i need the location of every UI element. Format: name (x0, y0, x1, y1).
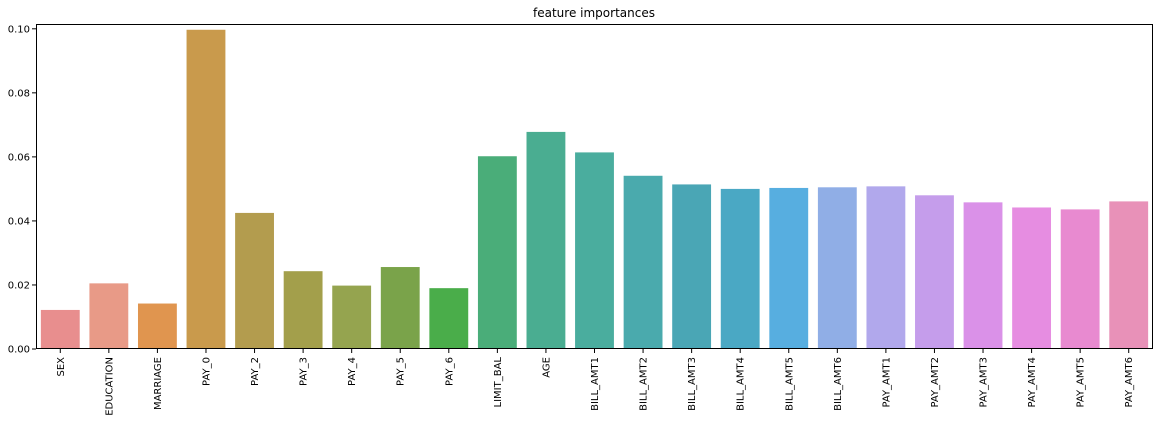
chart-title: feature importances (533, 6, 655, 20)
x-tick-label: AGE (541, 357, 552, 378)
bar-pay-6 (429, 288, 469, 349)
bar-bill-amt6 (817, 187, 857, 349)
bar-pay-amt6 (1109, 201, 1149, 349)
bar-education (89, 283, 129, 349)
x-tick-label: PAY_5 (396, 357, 407, 386)
x-tick-label: PAY_4 (347, 357, 358, 386)
x-tick-label: PAY_AMT1 (881, 357, 892, 408)
x-tick-label: PAY_0 (201, 357, 212, 386)
bar-pay-amt3 (963, 202, 1003, 349)
bar-bill-amt1 (575, 152, 614, 349)
bar-pay-3 (283, 271, 323, 349)
plot-frame (36, 24, 1153, 349)
x-tick-label: PAY_2 (250, 357, 261, 386)
bar-limit-bal (477, 156, 517, 349)
bar-bill-amt3 (672, 184, 712, 349)
x-tick-label: PAY_3 (299, 357, 310, 386)
x-tick-label: PAY_6 (444, 357, 455, 386)
x-axis: SEX EDUCATION MARRIAGE PAY_0 PAY_2 PAY_3 PAY_4… (56, 349, 1135, 416)
y-tick-label: 0.10 (8, 24, 30, 35)
x-tick-label: BILL_AMT1 (590, 357, 601, 411)
x-tick-label: PAY_AMT5 (1076, 357, 1087, 408)
bar-pay-4 (332, 285, 372, 349)
bar-pay-amt2 (915, 195, 954, 349)
x-tick-label: PAY_AMT2 (930, 357, 941, 408)
bar-bill-amt4 (720, 188, 760, 349)
x-tick-label: BILL_AMT2 (639, 357, 650, 411)
y-axis: 0.00 0.02 0.04 0.06 0.08 0.10 (8, 24, 36, 356)
x-tick-label: EDUCATION (104, 357, 115, 416)
y-tick-label: 0.06 (8, 152, 30, 163)
y-tick-label: 0.08 (8, 88, 30, 99)
bars-group (40, 29, 1149, 349)
bar-pay-0 (186, 29, 226, 349)
x-tick-label: PAY_AMT6 (1124, 357, 1135, 408)
bar-pay-amt4 (1012, 207, 1052, 349)
x-tick-label: BILL_AMT3 (687, 357, 698, 411)
bar-pay-amt5 (1060, 209, 1100, 349)
bar-bill-amt5 (769, 187, 809, 349)
x-tick-label: BILL_AMT6 (833, 357, 844, 411)
bar-age (526, 131, 566, 349)
y-tick-label: 0.00 (8, 345, 30, 356)
bar-sex (40, 309, 80, 349)
bar-pay-2 (235, 212, 274, 349)
x-tick-label: SEX (56, 357, 67, 377)
x-tick-label: PAY_AMT3 (979, 357, 990, 408)
y-tick-label: 0.04 (8, 216, 30, 227)
x-tick-label: LIMIT_BAL (493, 357, 504, 408)
bar-pay-5 (380, 267, 420, 349)
x-tick-label: PAY_AMT4 (1027, 357, 1038, 408)
x-tick-label: BILL_AMT5 (784, 357, 795, 411)
x-tick-label: MARRIAGE (153, 357, 164, 410)
bar-marriage (137, 303, 177, 349)
bar-bill-amt2 (623, 175, 663, 349)
y-tick-label: 0.02 (8, 280, 30, 291)
bar-pay-amt1 (866, 186, 906, 349)
x-tick-label: BILL_AMT4 (736, 357, 747, 411)
